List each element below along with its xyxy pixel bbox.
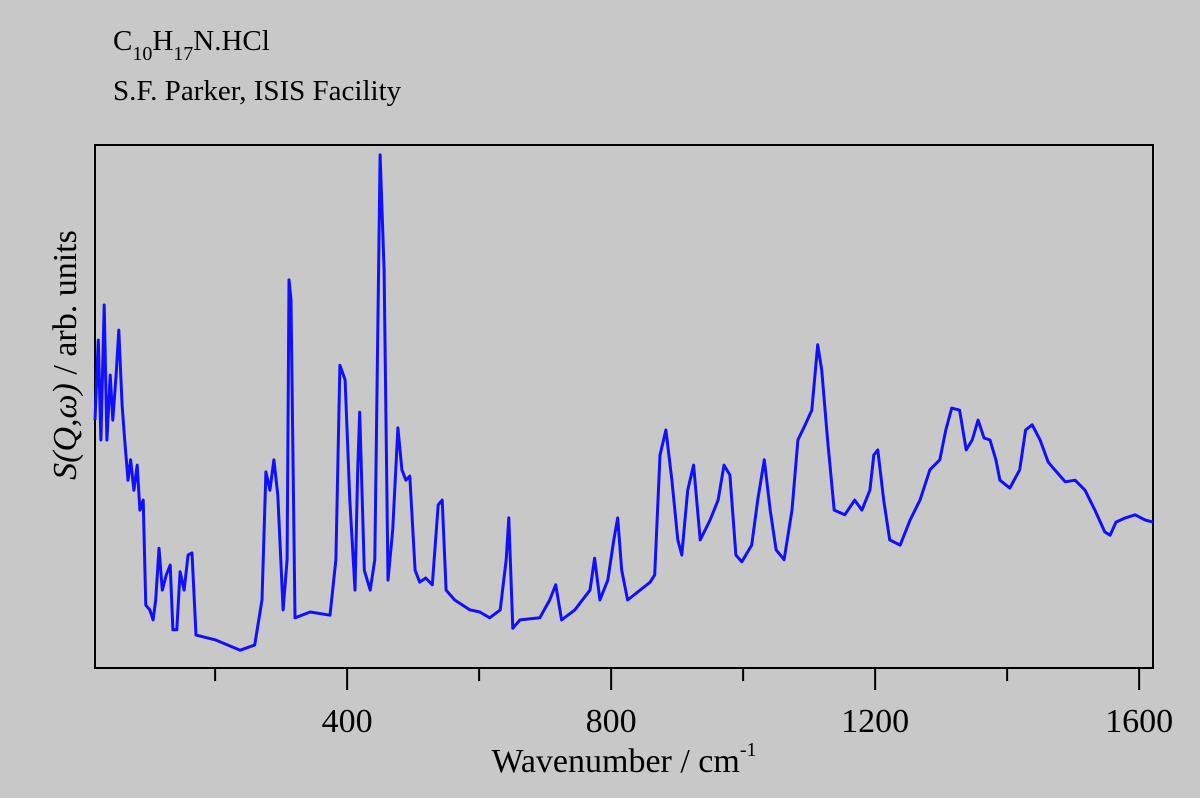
x-tick-label: 1200: [841, 703, 909, 740]
x-tick-label: 400: [322, 703, 373, 740]
x-axis-label: Wavenumber / cm-1: [491, 739, 756, 780]
plot-frame: [94, 144, 1154, 669]
x-tick-label: 800: [586, 703, 637, 740]
chart-title: C10H17N.HCl: [113, 25, 270, 65]
spectrum-line: [93, 153, 1154, 652]
x-tick-label: 1600: [1105, 703, 1173, 740]
y-axis-label: S(Q,ω) / arb. units: [47, 230, 84, 480]
chart-subtitle: S.F. Parker, ISIS Facility: [113, 75, 402, 107]
